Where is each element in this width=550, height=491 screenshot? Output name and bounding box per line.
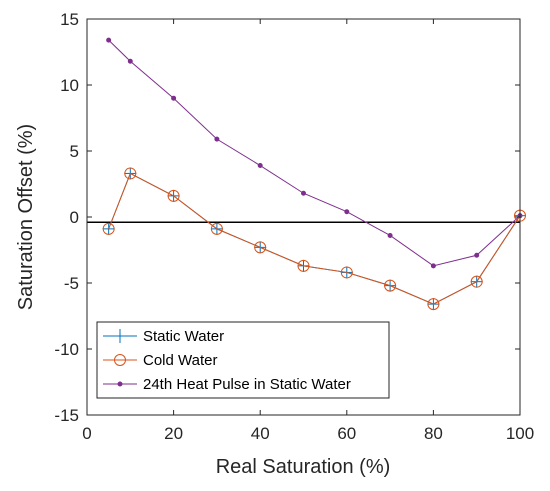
y-axis-title: Saturation Offset (%) bbox=[15, 124, 37, 310]
data-point bbox=[388, 233, 392, 237]
legend-label: 24th Heat Pulse in Static Water bbox=[143, 376, 351, 393]
y-tick-label: 15 bbox=[60, 10, 79, 29]
x-tick-label: 60 bbox=[337, 424, 356, 443]
legend-marker bbox=[118, 382, 122, 386]
x-axis-title: Real Saturation (%) bbox=[216, 456, 391, 478]
data-point bbox=[431, 264, 435, 268]
x-tick-label: 100 bbox=[506, 424, 534, 443]
legend-label: Cold Water bbox=[143, 352, 217, 369]
y-tick-label: 10 bbox=[60, 76, 79, 95]
y-tick-label: 5 bbox=[70, 142, 79, 161]
y-tick-label: -5 bbox=[64, 274, 79, 293]
data-point bbox=[475, 253, 479, 257]
data-point bbox=[258, 164, 262, 168]
x-tick-label: 20 bbox=[164, 424, 183, 443]
legend-label: Static Water bbox=[143, 328, 224, 345]
data-point bbox=[107, 38, 111, 42]
data-point bbox=[215, 137, 219, 141]
x-tick-label: 0 bbox=[82, 424, 91, 443]
y-tick-label: -15 bbox=[54, 406, 79, 425]
x-tick-label: 80 bbox=[424, 424, 443, 443]
data-point bbox=[128, 59, 132, 63]
data-point bbox=[345, 210, 349, 214]
data-point bbox=[172, 96, 176, 100]
legend: Static Water Cold Water 24th Heat Pulse in… bbox=[97, 322, 389, 398]
x-tick-label: 40 bbox=[251, 424, 270, 443]
data-point bbox=[302, 191, 306, 195]
y-tick-label: -10 bbox=[54, 340, 79, 359]
y-tick-label: 0 bbox=[70, 208, 79, 227]
